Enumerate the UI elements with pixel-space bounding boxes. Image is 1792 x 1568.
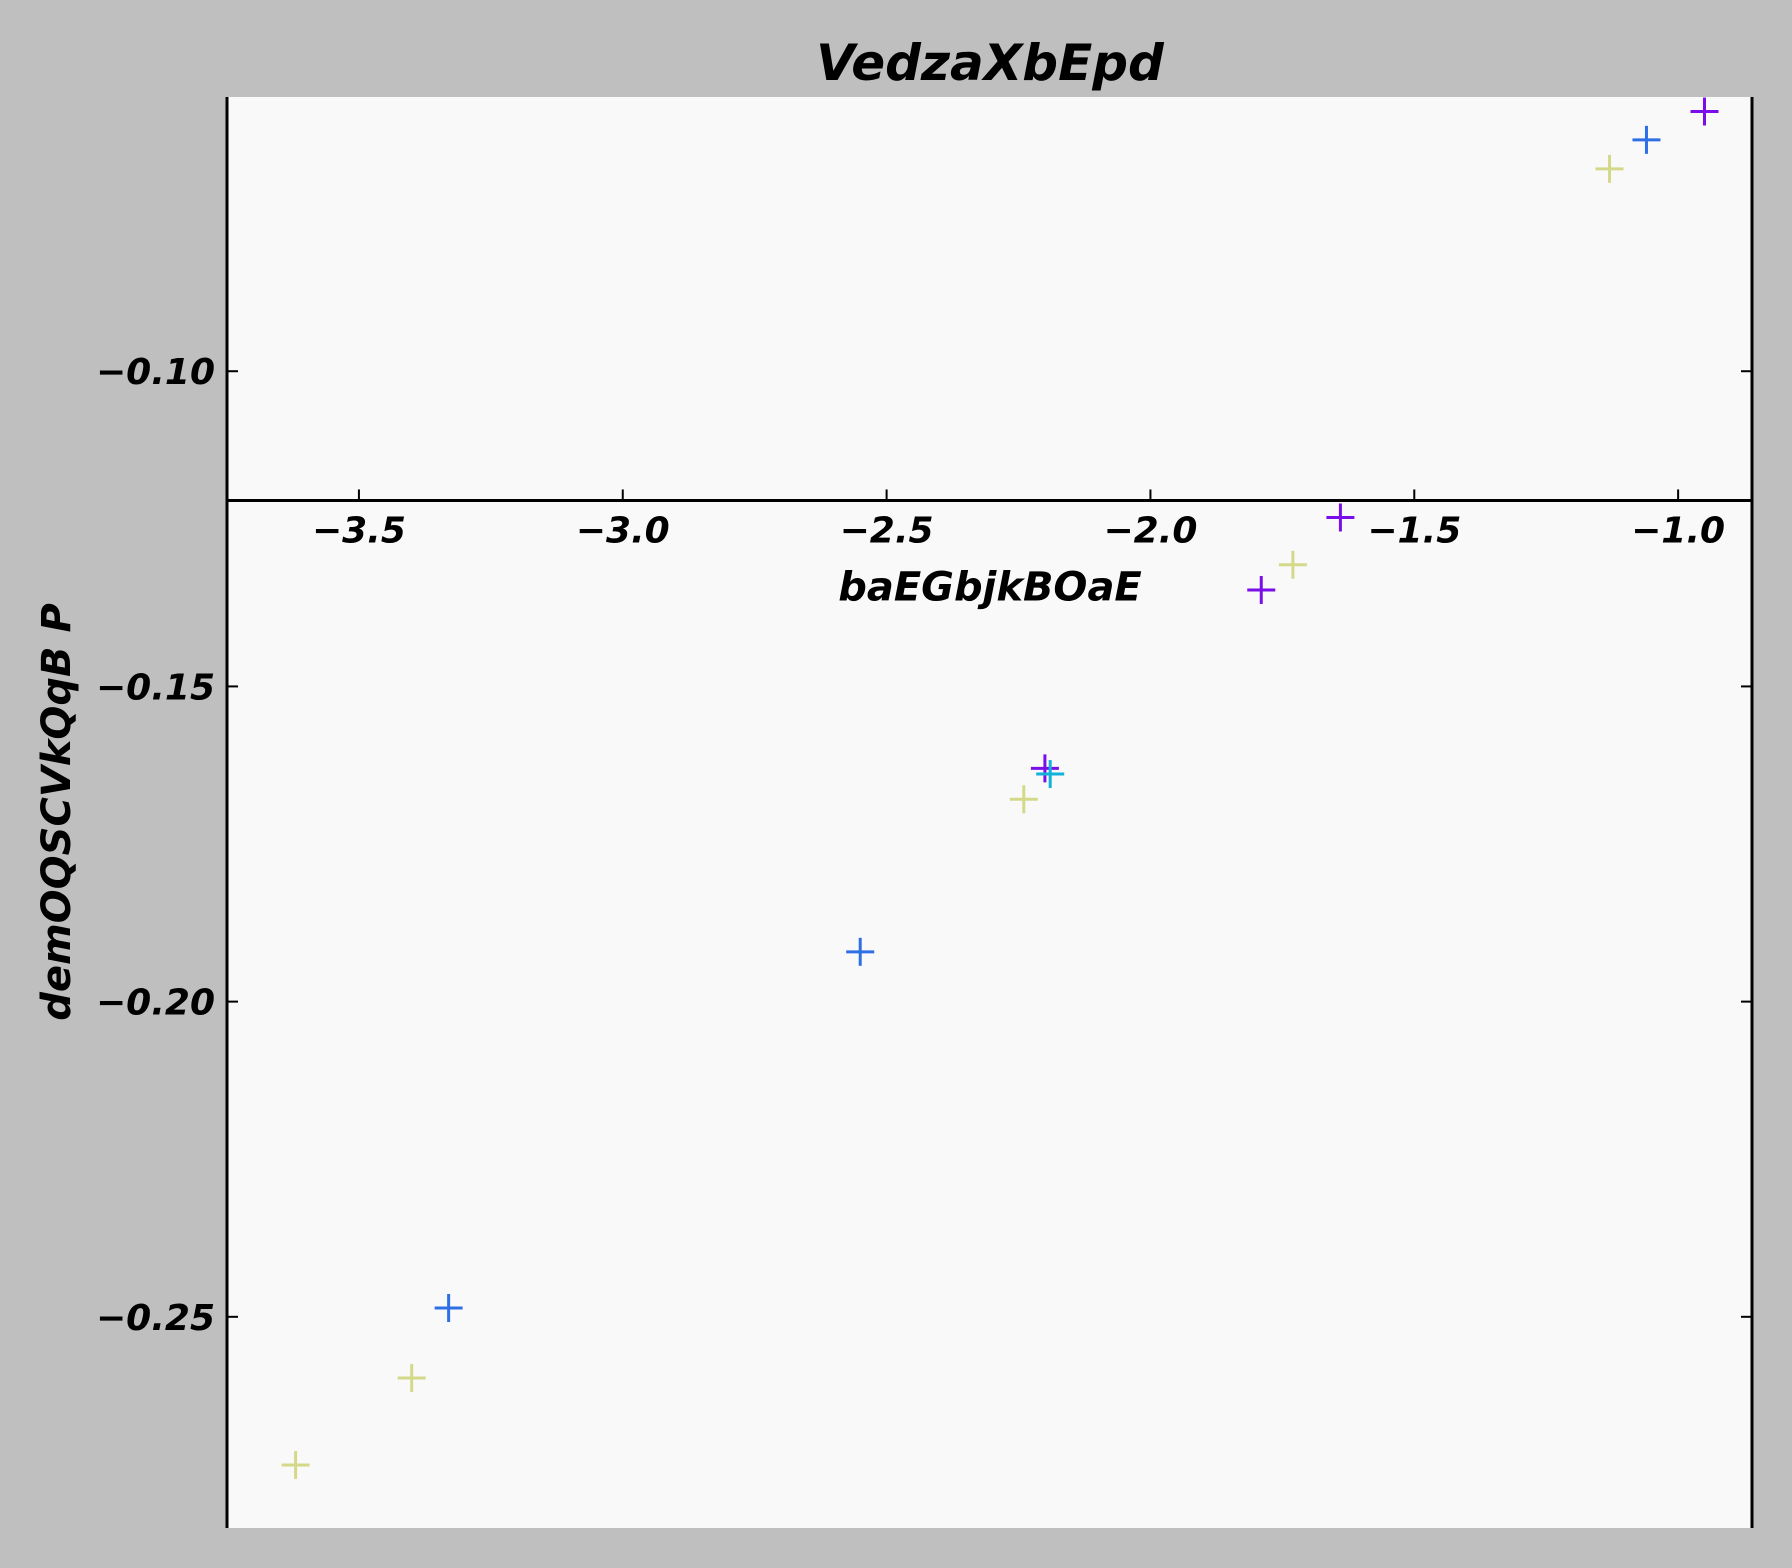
x-axis-ticks: −3.5 −3.0 −2.5 −2.0 −1.5 −1.0 [312, 489, 1725, 551]
data-point [1030, 754, 1059, 783]
data-point [397, 1363, 426, 1392]
chart-title: VedzaXbEpd [816, 34, 1165, 92]
y-tick-label: −0.15 [96, 667, 215, 708]
y-axis-ticks: −0.10 −0.15 −0.20 −0.25 [96, 352, 1752, 1339]
data-point [1278, 550, 1307, 579]
data-points [281, 97, 1719, 1479]
data-point [1009, 785, 1038, 814]
y-tick-label: −0.20 [96, 983, 215, 1024]
y-tick-label: −0.10 [96, 352, 215, 393]
data-point [1247, 575, 1276, 604]
x-tick-label: −2.0 [1103, 510, 1197, 551]
data-point [434, 1293, 463, 1322]
x-tick-label: −3.0 [576, 510, 670, 551]
x-axis-label: baEGbjkBOaE [838, 564, 1142, 610]
x-tick-label: −1.0 [1631, 510, 1725, 551]
data-point [1690, 97, 1719, 126]
data-point [281, 1450, 310, 1479]
y-axis-label: demOQSCVkQqB P [34, 603, 80, 1021]
data-point [1036, 760, 1065, 789]
data-point [1632, 125, 1661, 154]
data-point [1595, 154, 1624, 183]
data-point [1326, 503, 1355, 532]
x-tick-label: −1.5 [1367, 510, 1461, 551]
plot-area [227, 97, 1752, 1528]
x-tick-label: −3.5 [312, 510, 406, 551]
y-tick-label: −0.25 [96, 1298, 215, 1339]
x-tick-label: −2.5 [840, 510, 934, 551]
data-point [846, 937, 875, 966]
